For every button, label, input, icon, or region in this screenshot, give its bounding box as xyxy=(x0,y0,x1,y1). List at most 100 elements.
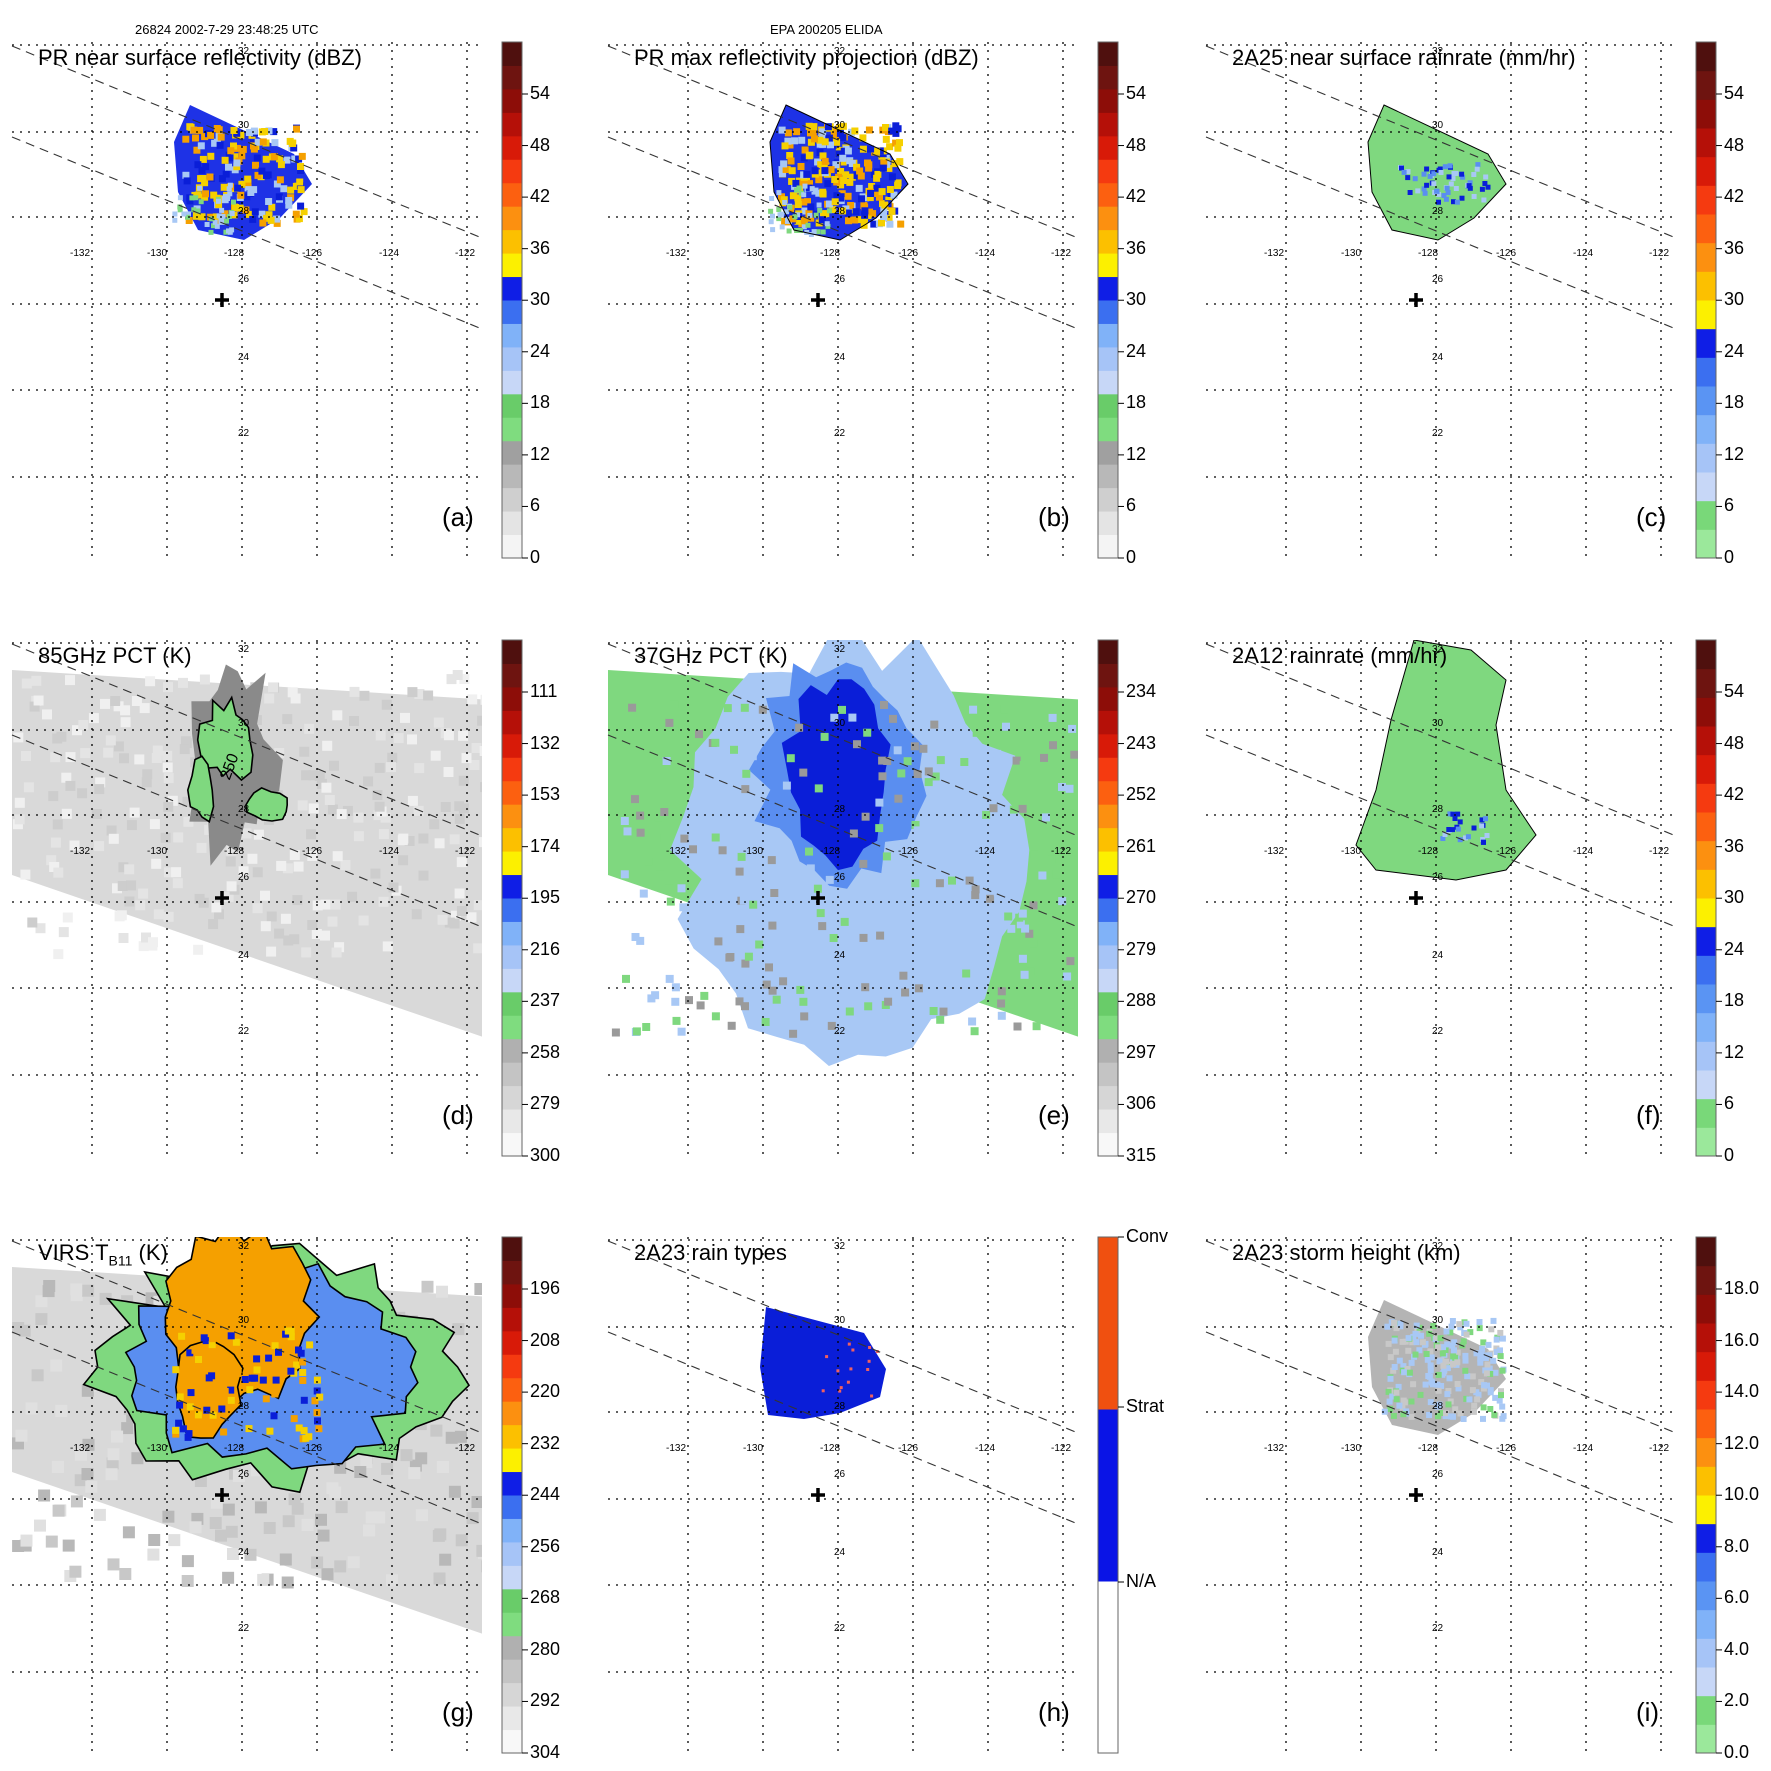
panel-title: 2A23 rain types xyxy=(634,1240,787,1265)
speckle-cell xyxy=(816,136,824,144)
speckle-cell xyxy=(415,1509,428,1522)
speckle-cell xyxy=(418,870,429,881)
speckle-cell xyxy=(842,171,850,179)
speckle-cell xyxy=(276,860,287,871)
lat-label: 26 xyxy=(834,872,846,883)
speckle-cell xyxy=(874,170,882,178)
speckle-cell xyxy=(443,767,454,777)
speckle-cell xyxy=(1025,929,1034,938)
speckle-cell xyxy=(778,166,786,174)
speckle-cell xyxy=(1427,173,1433,179)
speckle-cell xyxy=(237,191,245,199)
speckle-cell xyxy=(181,1555,194,1568)
colorbar-segment xyxy=(502,1518,522,1543)
speckle-cell xyxy=(330,899,341,910)
speckle-cell xyxy=(1499,1367,1506,1374)
speckle-cell xyxy=(1404,1366,1411,1372)
speckle-cell xyxy=(119,753,129,764)
speckle-cell xyxy=(1381,1408,1388,1415)
speckle-cell xyxy=(960,758,969,766)
speckle-cell xyxy=(767,856,776,865)
colorbar-segment xyxy=(1098,640,1118,664)
colorbar-segment xyxy=(502,42,522,66)
speckle-cell xyxy=(1497,1353,1504,1360)
speckle-cell xyxy=(313,1376,321,1384)
panel-g xyxy=(11,1236,528,1754)
speckle-cell xyxy=(847,202,855,209)
speckle-cell xyxy=(735,867,744,876)
speckle-cell xyxy=(892,139,900,147)
speckle-cell xyxy=(886,220,894,228)
speckle-cell xyxy=(264,693,275,704)
speckle-cell xyxy=(779,977,788,986)
speckle-cell xyxy=(864,1002,873,1011)
speckle-cell xyxy=(1463,1395,1470,1402)
colorbar-segment xyxy=(1098,1237,1118,1410)
speckle-cell xyxy=(291,1502,304,1515)
speckle-cell xyxy=(331,947,342,958)
speckle-cell xyxy=(292,182,300,190)
lat-label: 30 xyxy=(834,718,846,729)
speckle-cell xyxy=(1032,1022,1041,1031)
colorbar-segment xyxy=(1696,185,1716,215)
speckle-cell xyxy=(51,1460,64,1473)
speckle-cell xyxy=(186,1349,194,1357)
speckle-cell xyxy=(202,1337,210,1345)
speckle-cell xyxy=(851,1348,855,1352)
speckle-cell xyxy=(796,185,802,191)
speckle-cell xyxy=(382,941,393,952)
speckle-cell xyxy=(443,730,454,741)
colorbar-tick-label: 42 xyxy=(1724,186,1745,207)
speckle-cell xyxy=(1449,1318,1456,1324)
speckle-cell xyxy=(311,1556,324,1569)
speckle-cell xyxy=(414,689,425,699)
speckle-cell xyxy=(1065,784,1074,793)
speckle-cell xyxy=(265,198,273,205)
speckle-cell xyxy=(152,745,163,756)
speckle-cell xyxy=(284,1327,292,1335)
speckle-cell xyxy=(374,762,385,773)
colorbar-segment xyxy=(502,1588,522,1613)
speckle-cell xyxy=(307,920,318,930)
lat-label: 30 xyxy=(1432,120,1444,131)
lat-label: 30 xyxy=(238,718,250,729)
speckle-cell xyxy=(866,208,873,216)
panel-c-graticule xyxy=(1206,42,1676,558)
speckle-cell xyxy=(1015,913,1024,922)
colorbar-segment xyxy=(1696,1012,1716,1042)
speckle-cell xyxy=(236,200,243,208)
speckle-cell xyxy=(809,186,815,192)
speckle-cell xyxy=(163,867,174,878)
colorbar-tick-label: 244 xyxy=(530,1484,561,1505)
speckle-cell xyxy=(378,896,389,907)
speckle-cell xyxy=(329,760,339,771)
colorbar-segment xyxy=(1098,804,1118,829)
lat-label: 22 xyxy=(834,1026,846,1037)
colorbar-segment xyxy=(502,1495,522,1519)
speckle-cell xyxy=(293,1361,301,1369)
panel-a-field xyxy=(172,105,312,240)
colorbar-segment xyxy=(502,1706,522,1731)
speckle-cell xyxy=(481,1560,482,1573)
colorbar-segment xyxy=(1696,500,1716,530)
speckle-cell xyxy=(1444,1391,1451,1398)
speckle-cell xyxy=(798,220,806,228)
colorbar-segment xyxy=(502,511,522,536)
speckle-cell xyxy=(332,851,343,862)
colorbar-segment xyxy=(1098,464,1118,489)
lat-label: 22 xyxy=(238,1623,250,1634)
speckle-cell xyxy=(178,677,188,688)
lon-label: -126 xyxy=(898,1443,919,1454)
speckle-cell xyxy=(82,1284,95,1297)
speckle-cell xyxy=(919,744,928,753)
lon-label: -128 xyxy=(224,846,245,857)
speckle-cell xyxy=(1466,1396,1473,1403)
speckle-cell xyxy=(1426,1330,1433,1337)
speckle-cell xyxy=(335,1501,348,1514)
panel-g-swath-edges xyxy=(11,1240,483,1525)
pct-contour-south xyxy=(186,755,215,823)
speckle-cell xyxy=(1457,837,1463,843)
speckle-cell xyxy=(321,782,332,793)
speckle-cell xyxy=(1475,162,1481,168)
speckle-cell xyxy=(836,1369,840,1373)
